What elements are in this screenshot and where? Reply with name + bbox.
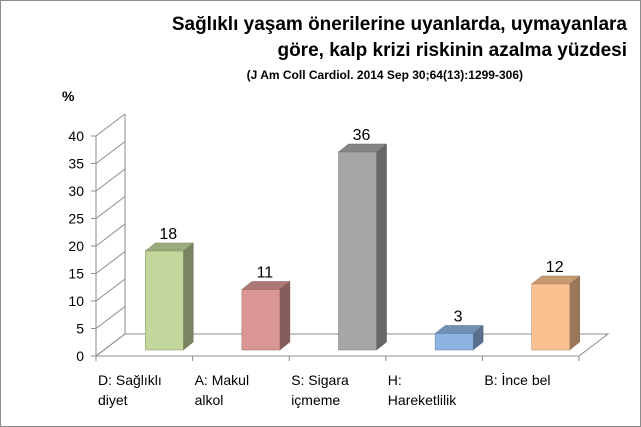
side-wall-line <box>95 333 126 357</box>
side-wall-line <box>95 196 126 219</box>
bar-side <box>376 143 387 351</box>
x-category-label-line: diyet <box>98 392 128 408</box>
x-category-label-line: A: Makul <box>194 372 250 388</box>
bar <box>338 151 377 351</box>
side-wall-line <box>95 141 126 164</box>
side-wall-line <box>95 251 126 274</box>
y-tick-label: 5 <box>76 321 84 337</box>
bar <box>145 250 184 351</box>
x-category-label: B: İnce bel <box>484 370 594 390</box>
y-axis-label: % <box>62 88 75 104</box>
x-category-label: D: Sağlıklı diyet <box>98 370 208 410</box>
y-tick-label: 35 <box>68 156 84 172</box>
x-category-label-line: S: Sigara <box>291 372 349 388</box>
x-category-label-line: H: <box>387 372 402 388</box>
bar <box>531 283 570 351</box>
x-category-label-line: içmeme <box>291 392 341 408</box>
data-label: 12 <box>546 259 564 276</box>
y-tick-label: 0 <box>76 348 84 364</box>
bar-side <box>183 242 194 351</box>
x-category-label-line: alkol <box>194 392 224 408</box>
y-tick-label: 15 <box>68 266 84 282</box>
side-wall-line <box>95 113 126 137</box>
x-category-label-line: D: Sağlıklı <box>98 372 162 388</box>
data-label: 3 <box>454 309 463 326</box>
y-tick-label: 10 <box>68 293 84 309</box>
x-category-label: H: Hareketlilik <box>388 370 498 410</box>
chart-subtitle: (J Am Coll Cardiol. 2014 Sep 30;64(13):1… <box>246 68 523 82</box>
x-category-label-line: Hareketlilik <box>387 392 457 408</box>
bar <box>241 289 281 351</box>
bar-side <box>569 275 580 351</box>
side-wall-line <box>95 306 126 329</box>
side-wall-line <box>95 278 126 302</box>
data-label: 11 <box>257 265 274 282</box>
data-label: 18 <box>159 226 177 243</box>
side-wall-line <box>95 168 126 192</box>
x-category-label: A: Makul alkol <box>195 370 305 410</box>
chart-title-line-2: göre, kalp krizi riskinin azalma yüzdesi <box>277 40 627 61</box>
chart-title-line-1: Sağlıklı yaşam önerilerine uyanlarda, uy… <box>171 14 627 35</box>
bar-side <box>279 280 291 351</box>
y-tick-label: 30 <box>68 183 84 199</box>
y-tick-label: 40 <box>68 128 84 144</box>
x-category-label: S: Sigara içmeme <box>291 370 401 410</box>
x-category-label-line: B: İnce bel <box>484 372 551 388</box>
bar <box>434 333 474 351</box>
y-tick-label: 20 <box>68 238 84 254</box>
side-wall-line <box>95 223 126 247</box>
y-tick-label: 25 <box>68 211 84 227</box>
data-label: 36 <box>353 127 371 144</box>
